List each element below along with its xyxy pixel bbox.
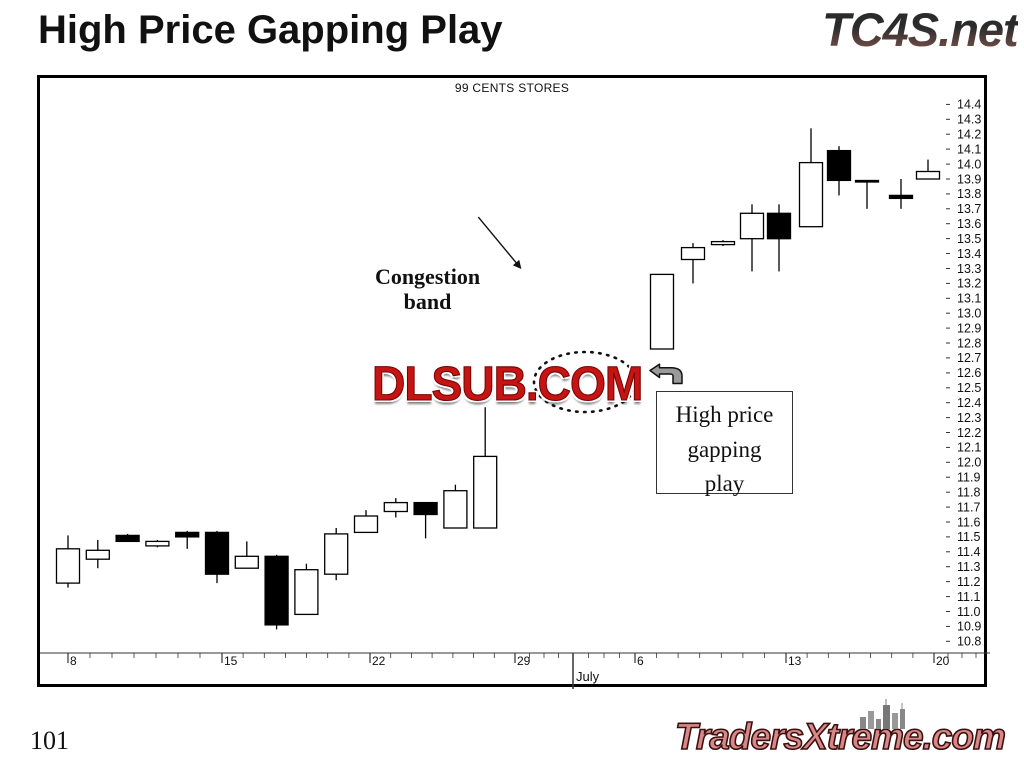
svg-text:11.3: 11.3 (957, 560, 980, 574)
svg-text:14.2: 14.2 (957, 128, 981, 142)
svg-text:12.5: 12.5 (957, 381, 981, 395)
svg-text:13.9: 13.9 (957, 172, 981, 186)
svg-text:6: 6 (637, 654, 644, 668)
svg-text:14.1: 14.1 (957, 142, 981, 156)
svg-text:14.0: 14.0 (957, 157, 981, 171)
svg-text:12.3: 12.3 (957, 411, 981, 425)
svg-text:11.9: 11.9 (957, 471, 980, 485)
svg-text:13.0: 13.0 (957, 307, 981, 321)
svg-text:13.5: 13.5 (957, 232, 981, 246)
svg-text:12.7: 12.7 (957, 351, 981, 365)
svg-text:12.0: 12.0 (957, 456, 981, 470)
svg-text:11.4: 11.4 (957, 545, 980, 559)
svg-text:12.2: 12.2 (957, 426, 981, 440)
svg-text:15: 15 (224, 654, 238, 668)
svg-text:13.4: 13.4 (957, 247, 981, 261)
svg-text:10.9: 10.9 (957, 620, 981, 634)
svg-text:12.9: 12.9 (957, 321, 981, 335)
svg-text:13.8: 13.8 (957, 187, 981, 201)
svg-text:12.6: 12.6 (957, 366, 981, 380)
svg-text:13.2: 13.2 (957, 277, 981, 291)
svg-text:11.6: 11.6 (957, 515, 980, 529)
svg-text:11.0: 11.0 (957, 605, 980, 619)
svg-text:11.7: 11.7 (957, 500, 980, 514)
svg-text:10.8: 10.8 (957, 635, 981, 649)
svg-text:12.4: 12.4 (957, 396, 981, 410)
svg-text:12.1: 12.1 (957, 441, 981, 455)
svg-text:13: 13 (788, 654, 802, 668)
svg-text:July: July (576, 669, 600, 684)
svg-text:8: 8 (70, 654, 77, 668)
svg-text:12.8: 12.8 (957, 336, 981, 350)
svg-text:29: 29 (517, 654, 531, 668)
svg-text:11.2: 11.2 (957, 575, 980, 589)
svg-text:14.3: 14.3 (957, 113, 981, 127)
svg-text:11.5: 11.5 (957, 530, 980, 544)
svg-text:22: 22 (372, 654, 386, 668)
svg-text:13.1: 13.1 (957, 292, 981, 306)
svg-text:13.3: 13.3 (957, 262, 981, 276)
svg-text:11.8: 11.8 (957, 486, 980, 500)
svg-text:13.6: 13.6 (957, 217, 981, 231)
svg-text:14.4: 14.4 (957, 98, 981, 112)
svg-text:13.7: 13.7 (957, 202, 981, 216)
svg-text:11.1: 11.1 (957, 590, 980, 604)
